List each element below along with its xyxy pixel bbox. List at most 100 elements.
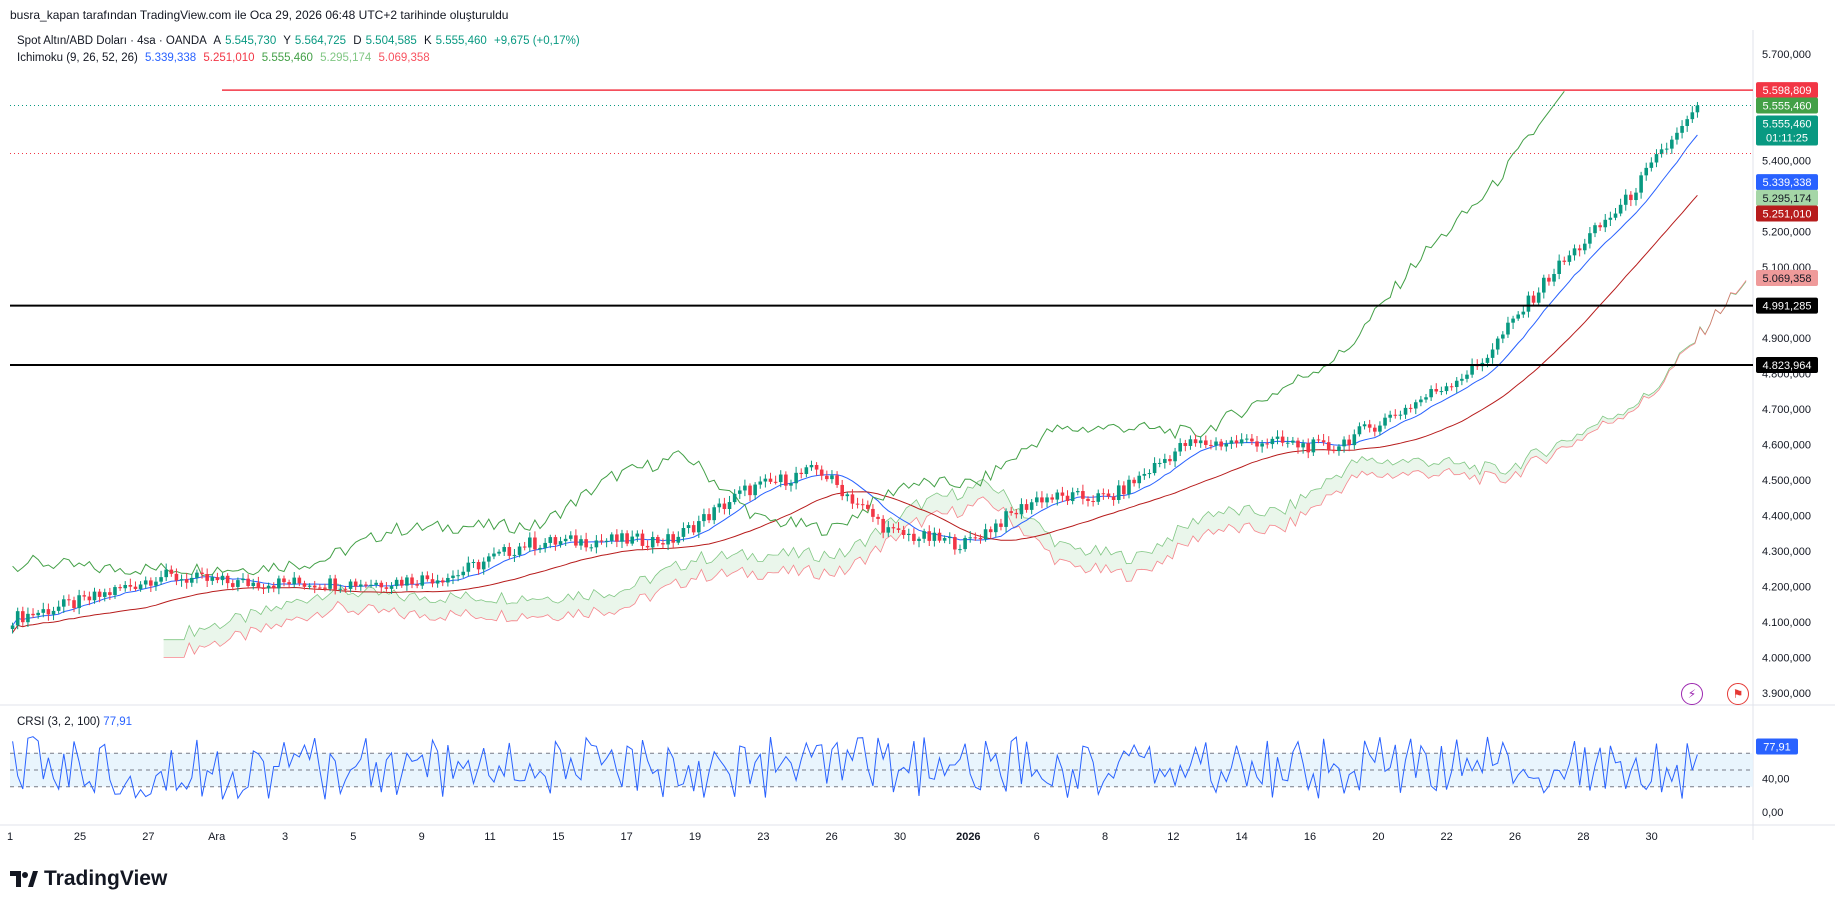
candle-body[interactable] [1454, 380, 1459, 388]
candle-body[interactable] [1603, 219, 1608, 228]
candle-body[interactable] [1352, 434, 1357, 446]
candle-body[interactable] [251, 582, 256, 586]
candle-body[interactable] [246, 578, 250, 586]
candle-body[interactable] [1219, 441, 1223, 447]
candle-body[interactable] [200, 572, 204, 575]
candle-body[interactable] [1495, 338, 1500, 350]
candle-body[interactable] [512, 554, 517, 556]
candle-body[interactable] [1183, 443, 1188, 446]
candle-body[interactable] [271, 585, 276, 589]
candle-body[interactable] [1547, 277, 1551, 282]
candle-body[interactable] [1127, 479, 1131, 495]
candle-body[interactable] [108, 592, 112, 596]
candle-body[interactable] [1224, 443, 1229, 447]
candle-body[interactable] [323, 587, 327, 589]
candle-body[interactable] [922, 531, 926, 539]
candle-body[interactable] [1209, 444, 1213, 446]
candle-body[interactable] [1460, 378, 1464, 381]
candle-body[interactable] [1239, 439, 1244, 444]
candle-body[interactable] [97, 591, 102, 597]
rsi-legend[interactable]: CRSI (3, 2, 100) 77,91 [17, 716, 132, 728]
candle-body[interactable] [707, 514, 711, 521]
candle-body[interactable] [886, 527, 891, 533]
candle-body[interactable] [1214, 441, 1218, 446]
candle-body[interactable] [1531, 295, 1536, 303]
candle-body[interactable] [1306, 443, 1311, 453]
candle-body[interactable] [876, 516, 880, 519]
candle-body[interactable] [656, 537, 660, 544]
candle-body[interactable] [517, 546, 522, 555]
candle-body[interactable] [615, 534, 619, 542]
candle-body[interactable] [369, 584, 373, 586]
candle-body[interactable] [1429, 389, 1433, 398]
lightning-icon[interactable]: ⚡ [1681, 683, 1703, 705]
candle-body[interactable] [830, 475, 834, 480]
candle-body[interactable] [466, 562, 471, 572]
candle-body[interactable] [389, 586, 394, 589]
candle-body[interactable] [589, 547, 594, 549]
candle-body[interactable] [1567, 255, 1572, 262]
candle-body[interactable] [804, 467, 809, 475]
candle-body[interactable] [1659, 149, 1664, 155]
candle-body[interactable] [1019, 504, 1024, 515]
candle-body[interactable] [1280, 436, 1285, 443]
candle-body[interactable] [1116, 485, 1121, 500]
candle-body[interactable] [1670, 139, 1674, 149]
candle-body[interactable] [666, 534, 670, 545]
candle-body[interactable] [215, 577, 220, 581]
candle-body[interactable] [128, 584, 133, 587]
candle-body[interactable] [236, 580, 240, 587]
candle-body[interactable] [174, 573, 179, 581]
candle-body[interactable] [528, 537, 532, 548]
candle-body[interactable] [1255, 441, 1259, 447]
candle-body[interactable] [46, 609, 51, 615]
candle-body[interactable] [61, 599, 66, 607]
candle-body[interactable] [143, 580, 148, 585]
candle-body[interactable] [553, 537, 558, 545]
candle-body[interactable] [287, 582, 291, 585]
candle-body[interactable] [1244, 438, 1249, 440]
candle-body[interactable] [374, 582, 378, 585]
candle-body[interactable] [973, 537, 978, 539]
candle-body[interactable] [850, 494, 855, 504]
candle-body[interactable] [1378, 425, 1382, 432]
candle-body[interactable] [138, 584, 143, 589]
candle-body[interactable] [1634, 192, 1638, 201]
candle-body[interactable] [635, 533, 640, 537]
candle-body[interactable] [359, 584, 363, 587]
candle-body[interactable] [543, 542, 547, 548]
candle-body[interactable] [1173, 451, 1177, 462]
candle-body[interactable] [333, 578, 337, 590]
candle-body[interactable] [1070, 492, 1075, 502]
candle-body[interactable] [379, 582, 384, 588]
candle-body[interactable] [1029, 502, 1034, 510]
candle-body[interactable] [681, 528, 686, 537]
candle-body[interactable] [1142, 473, 1147, 476]
candle-body[interactable] [497, 551, 501, 554]
candle-body[interactable] [210, 577, 215, 581]
candle-body[interactable] [722, 503, 727, 510]
candle-body[interactable] [1275, 436, 1280, 439]
candle-body[interactable] [471, 562, 476, 564]
candle-body[interactable] [1337, 446, 1341, 452]
candle-body[interactable] [584, 539, 588, 548]
candle-body[interactable] [1398, 414, 1403, 416]
candle-body[interactable] [789, 483, 793, 486]
candle-body[interactable] [1598, 225, 1602, 228]
candle-body[interactable] [809, 464, 814, 468]
candle-body[interactable] [1168, 458, 1172, 462]
candle-body[interactable] [625, 533, 629, 544]
candle-body[interactable] [1403, 407, 1408, 415]
candle-body[interactable] [953, 537, 957, 550]
candle-body[interactable] [1347, 439, 1351, 446]
candle-body[interactable] [1690, 112, 1695, 120]
candle-body[interactable] [415, 584, 419, 586]
candle-body[interactable] [1301, 443, 1305, 448]
candle-body[interactable] [1024, 504, 1029, 510]
candle-body[interactable] [179, 579, 184, 581]
candle-body[interactable] [1511, 318, 1515, 323]
candle-body[interactable] [568, 535, 573, 539]
candle-body[interactable] [384, 587, 389, 589]
candle-body[interactable] [574, 535, 578, 546]
candle-body[interactable] [563, 538, 568, 542]
